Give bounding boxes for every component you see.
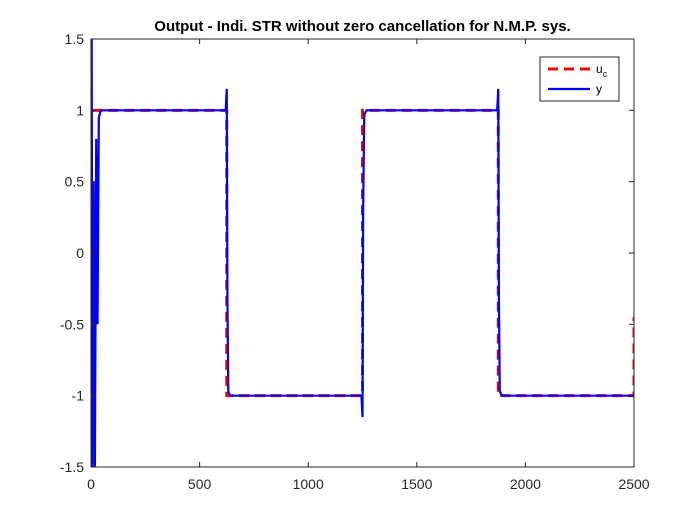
legend: uc y <box>539 56 620 102</box>
ticks-layer: 0 500 1000 1500 2000 2500 1.5 1 0.5 0 -0.5 -1 -1.5 <box>60 31 650 492</box>
y-tick-label: -1.5 <box>60 459 84 475</box>
legend-label: uc <box>596 62 608 79</box>
y-tick-label: 1.5 <box>65 31 85 47</box>
y-tick-label: -0.5 <box>60 316 84 332</box>
y-tick-label: -1 <box>72 388 85 404</box>
legend-box <box>539 56 620 102</box>
legend-label: y <box>596 82 602 96</box>
x-tick-label: 2000 <box>510 476 541 492</box>
y-tick-label: 1 <box>76 102 84 118</box>
chart-title: Output - Indi. STR without zero cancella… <box>154 18 570 35</box>
x-tick-label: 1000 <box>293 476 324 492</box>
y-tick-label: 0 <box>76 245 84 261</box>
x-tick-label: 500 <box>188 476 212 492</box>
x-tick-label: 0 <box>87 476 95 492</box>
y-tick-label: 0.5 <box>65 174 85 190</box>
series-layer <box>91 39 634 467</box>
x-tick-label: 2500 <box>618 476 649 492</box>
series-line-y <box>91 39 634 467</box>
x-tick-label: 1500 <box>401 476 432 492</box>
